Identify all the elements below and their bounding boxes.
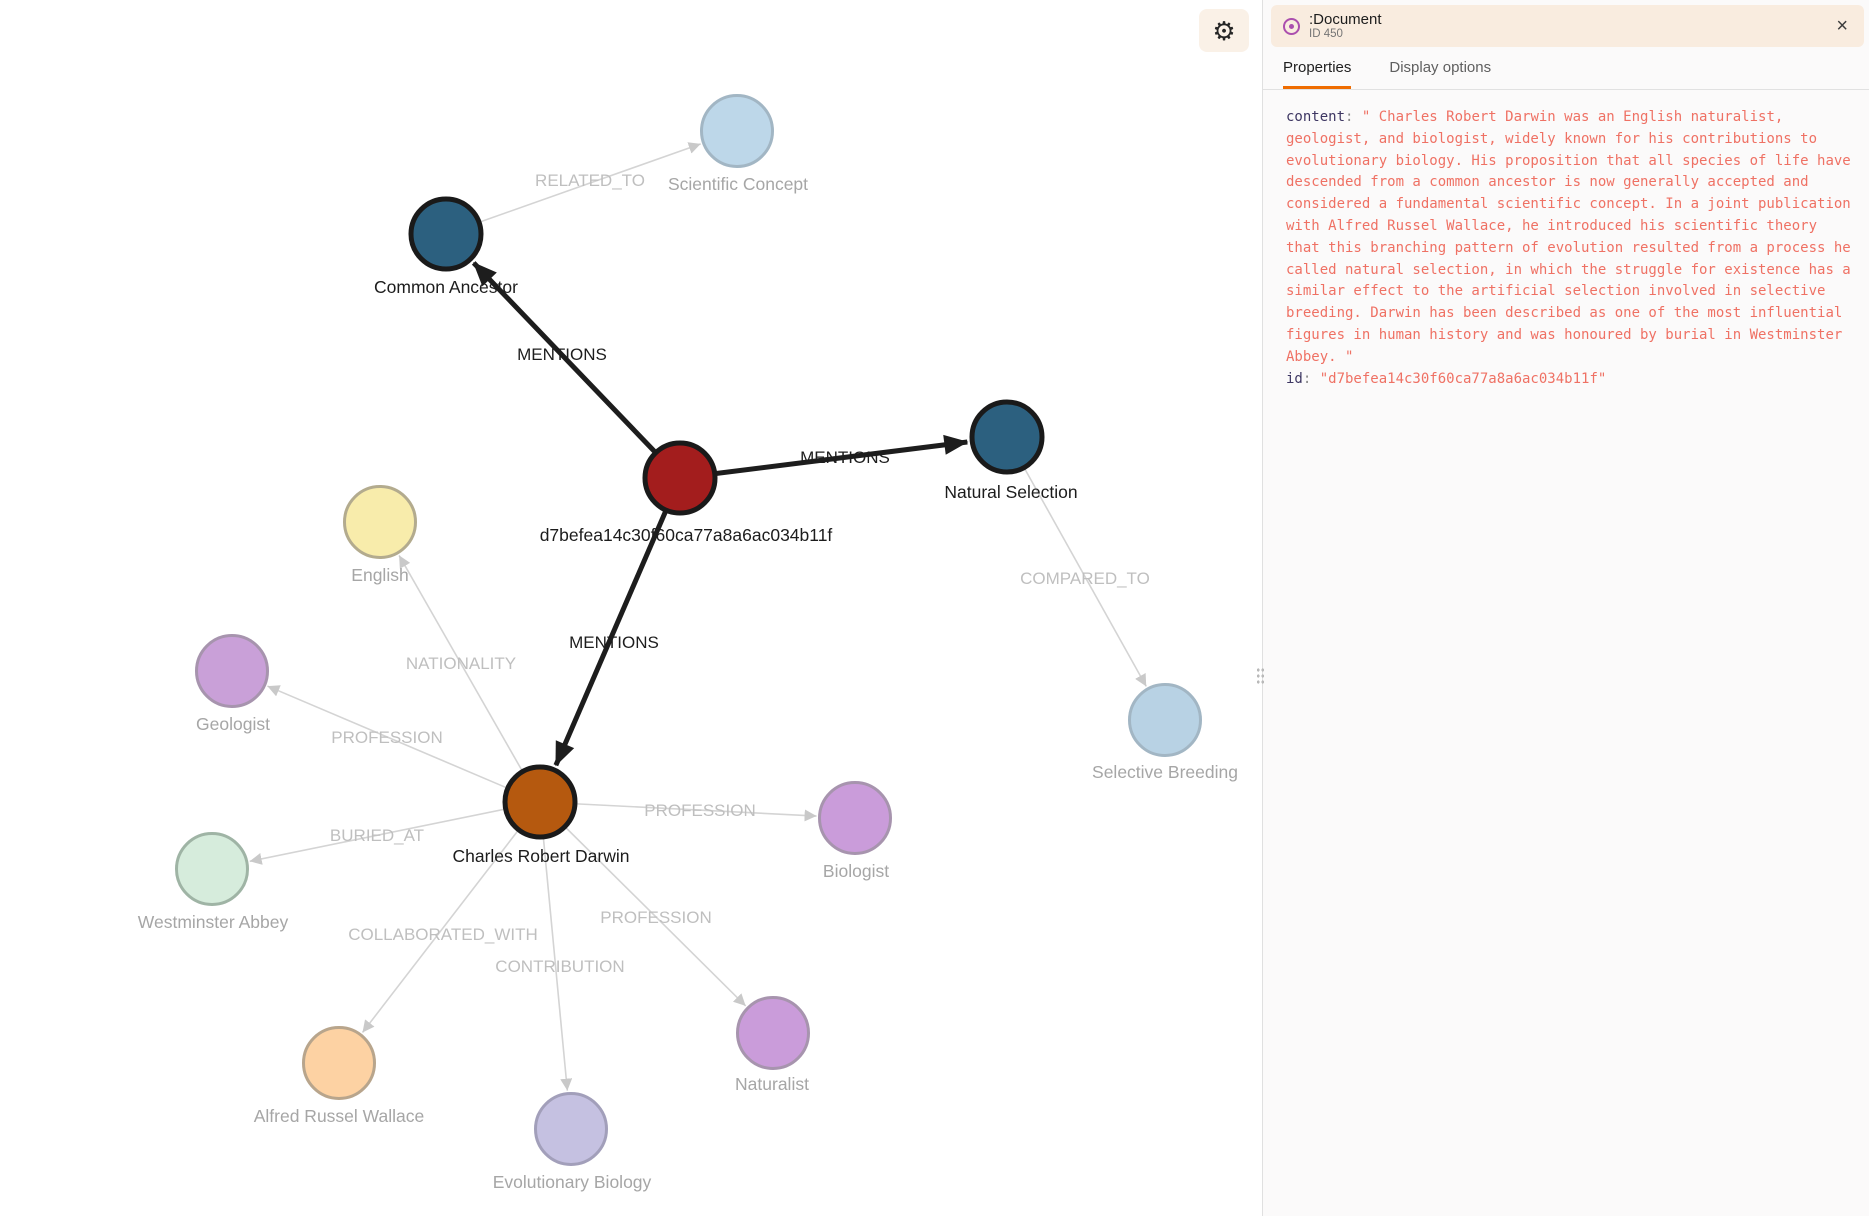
property-line: Abbey. " [1286, 348, 1354, 365]
node-label-common-ancestor: Common Ancestor [374, 277, 518, 297]
node-category-icon [1283, 17, 1300, 35]
node-label-biologist: Biologist [823, 861, 889, 881]
node-label-darwin: Charles Robert Darwin [452, 846, 629, 866]
selected-node-header: :Document ID 450 × [1271, 5, 1864, 47]
edge-label-collaborated_with: COLLABORATED_WITH [348, 925, 538, 944]
inspector-panel: :Document ID 450 × Properties Display op… [1262, 0, 1869, 1216]
node-id-text: ID 450 [1309, 28, 1343, 40]
edge-mentions-document-natural-selection[interactable] [679, 434, 969, 481]
edge-contribution-darwin-evolutionary-biology[interactable] [539, 801, 573, 1091]
property-line: breeding. Darwin has been described as o… [1286, 305, 1843, 322]
property-line: considered a fundamental scientific conc… [1286, 196, 1851, 213]
edge-profession-darwin-naturalist[interactable] [539, 801, 747, 1007]
edge-related_to-common-ancestor-scientific-concept[interactable] [445, 142, 701, 235]
property-line: similar effect to the artificial selecti… [1286, 283, 1826, 300]
edge-label-contribution: CONTRIBUTION [495, 957, 624, 976]
node-naturalist[interactable] [736, 996, 810, 1070]
close-icon[interactable]: × [1836, 15, 1848, 37]
node-label-alfred-wallace: Alfred Russel Wallace [254, 1106, 425, 1126]
node-alfred-wallace[interactable] [302, 1026, 376, 1100]
node-label-document: d7befea14c30f60ca77a8a6ac034b11f [540, 525, 833, 545]
node-english[interactable] [343, 485, 417, 559]
edge-nationality-darwin-english[interactable] [398, 555, 541, 803]
panel-resize-handle[interactable] [1255, 666, 1264, 686]
edge-label-profession: PROFESSION [644, 801, 755, 820]
panel-tabs: Properties Display options [1263, 49, 1869, 90]
node-label-natural-selection: Natural Selection [944, 482, 1077, 502]
tab-display-options[interactable]: Display options [1389, 59, 1492, 76]
edge-label-profession: PROFESSION [331, 728, 442, 747]
node-document[interactable] [642, 440, 718, 516]
edge-label-profession: PROFESSION [600, 908, 711, 927]
edge-buried_at-darwin-westminster-abbey[interactable] [249, 801, 541, 865]
edge-label-buried_at: BURIED_AT [330, 826, 424, 845]
property-line: that this branching pattern of evolution… [1286, 239, 1851, 256]
property-line: evolutionary biology. His proposition th… [1286, 152, 1851, 169]
tab-properties[interactable]: Properties [1283, 49, 1352, 89]
edge-compared_to-natural-selection-selective-breeding[interactable] [1006, 436, 1147, 687]
edge-mentions-document-darwin[interactable] [553, 477, 683, 767]
properties-view: content: " Charles Robert Darwin was an … [1263, 90, 1869, 390]
edge-label-mentions: MENTIONS [800, 448, 890, 467]
settings-button[interactable]: ⚙ [1199, 9, 1249, 52]
node-label-scientific-concept: Scientific Concept [668, 174, 808, 194]
edge-collaborated_with-darwin-alfred-wallace[interactable] [361, 801, 541, 1033]
node-westminster-abbey[interactable] [175, 832, 249, 906]
edge-label-mentions: MENTIONS [517, 345, 607, 364]
property-line: content: " Charles Robert Darwin was an … [1286, 109, 1784, 125]
node-common-ancestor[interactable] [408, 196, 484, 272]
node-label-english: English [351, 565, 408, 585]
property-line: with Alfred Russel Wallace, he introduce… [1286, 217, 1818, 234]
node-label-naturalist: Naturalist [735, 1074, 809, 1094]
edge-label-related_to: RELATED_TO [535, 171, 645, 190]
gear-icon: ⚙ [1212, 15, 1236, 46]
node-geologist[interactable] [195, 634, 269, 708]
property-line: figures in human history and was honoure… [1286, 326, 1843, 343]
node-label-evolutionary-biology: Evolutionary Biology [493, 1172, 652, 1192]
property-line: geologist, and biologist, widely known f… [1286, 130, 1818, 147]
node-label-westminster-abbey: Westminster Abbey [138, 912, 289, 932]
edge-profession-darwin-biologist[interactable] [539, 801, 817, 822]
edge-label-nationality: NATIONALITY [406, 654, 516, 673]
node-label-selective-breeding: Selective Breeding [1092, 762, 1238, 782]
node-label-geologist: Geologist [196, 714, 270, 734]
node-label-title: :Document [1309, 11, 1382, 28]
edge-mentions-document-common-ancestor[interactable] [471, 261, 682, 480]
graph-canvas[interactable]: MENTIONS MENTIONS MENTIONS RELATED_TO COMPAR… [0, 0, 1262, 1216]
edge-label-compared_to: COMPARED_TO [1020, 569, 1150, 588]
node-biologist[interactable] [818, 781, 892, 855]
property-line: called natural selection, in which the s… [1286, 261, 1851, 278]
node-evolutionary-biology[interactable] [534, 1092, 608, 1166]
edge-profession-darwin-geologist[interactable] [267, 685, 541, 803]
edge-label-mentions: MENTIONS [569, 633, 659, 652]
node-natural-selection[interactable] [969, 399, 1045, 475]
node-scientific-concept[interactable] [700, 94, 774, 168]
property-line: id: "d7befea14c30f60ca77a8a6ac034b11f" [1286, 370, 1607, 387]
node-selective-breeding[interactable] [1128, 683, 1202, 757]
property-line: descended from a common ancestor is now … [1286, 174, 1809, 191]
node-darwin[interactable] [502, 764, 578, 840]
